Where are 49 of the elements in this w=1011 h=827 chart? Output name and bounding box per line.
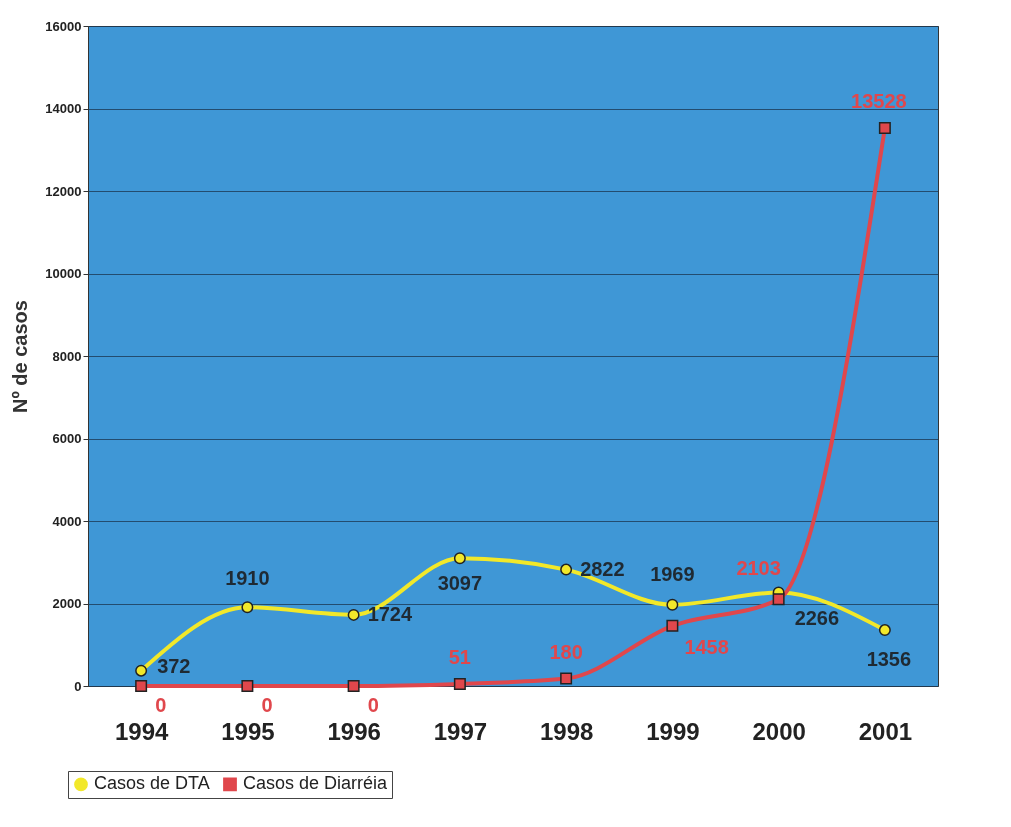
x-tick-label: 1995 bbox=[221, 717, 275, 745]
data-label: 0 bbox=[155, 694, 167, 716]
y-tick-label: 10000 bbox=[45, 266, 82, 281]
point bbox=[135, 680, 148, 692]
x-tick-label: 2000 bbox=[752, 717, 806, 745]
legend-label: Casos de Diarréia bbox=[243, 773, 389, 794]
data-label: 2822 bbox=[580, 557, 625, 580]
data-label: 180 bbox=[549, 640, 583, 663]
point bbox=[772, 593, 785, 606]
data-label: 1724 bbox=[367, 602, 413, 625]
data-label: 2266 bbox=[794, 606, 840, 629]
x-tick-label: 1999 bbox=[646, 717, 700, 745]
point bbox=[878, 624, 891, 637]
point bbox=[347, 608, 360, 621]
legend-label: Casos de DTA bbox=[94, 773, 210, 794]
data-label: 1969 bbox=[650, 562, 695, 585]
data-label: 51 bbox=[448, 645, 471, 668]
data-label: 0 bbox=[367, 694, 379, 716]
y-tick-label: 8000 bbox=[52, 348, 82, 364]
y-tick-label: 14000 bbox=[45, 101, 82, 116]
y-tick-label: 2000 bbox=[52, 596, 82, 611]
x-tick-label: 1996 bbox=[327, 717, 381, 745]
point bbox=[560, 672, 573, 685]
x-tick-label: 1994 bbox=[114, 717, 169, 745]
y-tick-label: 16000 bbox=[45, 18, 82, 34]
point bbox=[666, 619, 679, 632]
data-label: 1356 bbox=[866, 648, 912, 671]
y-tick-label: 6000 bbox=[52, 431, 82, 446]
data-label: 372 bbox=[157, 654, 191, 677]
data-label: 2103 bbox=[736, 557, 781, 580]
point bbox=[453, 677, 466, 690]
data-label: 1458 bbox=[684, 635, 729, 658]
x-tick-label: 1998 bbox=[539, 717, 594, 745]
y-tick-label: 12000 bbox=[45, 183, 82, 199]
y-tick-label: 4000 bbox=[52, 513, 82, 529]
x-tick-label: 1997 bbox=[433, 717, 488, 745]
point bbox=[878, 121, 891, 134]
data-label: 1910 bbox=[225, 567, 270, 590]
data-label: 0 bbox=[261, 694, 273, 716]
point bbox=[666, 598, 679, 611]
point bbox=[241, 601, 254, 614]
data-label: 3097 bbox=[437, 572, 483, 595]
x-tick-label: 2001 bbox=[858, 717, 913, 745]
y-tick-label: 0 bbox=[74, 678, 82, 694]
point bbox=[560, 563, 573, 576]
point bbox=[453, 552, 466, 565]
y-axis-title: Nº de casos bbox=[9, 300, 32, 413]
data-label: 13528 bbox=[851, 89, 907, 112]
point bbox=[135, 664, 148, 677]
